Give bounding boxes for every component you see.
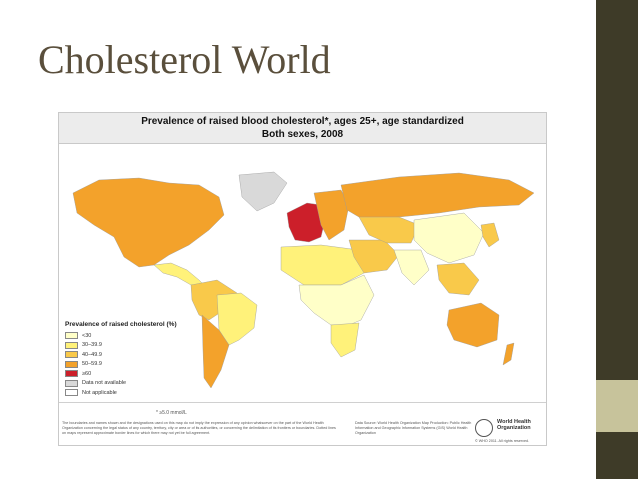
region-north-africa (280, 244, 365, 286)
legend-label: 50–59.9 (82, 361, 102, 368)
side-band-accent (596, 380, 638, 432)
legend-title: Prevalence of raised cholesterol (%) (65, 321, 177, 328)
region-subsaharan-africa (298, 274, 375, 326)
legend-item: ≥60 (65, 369, 225, 379)
legend-swatch (65, 389, 78, 397)
region-east-europe (313, 189, 350, 241)
copyright: © WHO 2011. All rights reserved. (475, 439, 530, 443)
data-source: Data Source: World Health Organization M… (355, 421, 472, 435)
legend-item: Data not available (65, 379, 225, 389)
region-argentina (201, 314, 230, 389)
region-southeast-asia (436, 262, 480, 296)
legend-swatch (65, 332, 78, 340)
figure-header: Prevalence of raised blood cholesterol*,… (59, 113, 546, 144)
map-figure: Prevalence of raised blood cholesterol*,… (58, 112, 547, 446)
legend-label: 30–39.9 (82, 342, 102, 349)
legend-swatch (65, 351, 78, 359)
map-disclaimer: The boundaries and names shown and the d… (62, 421, 336, 435)
region-china (413, 212, 485, 264)
figure-title: Prevalence of raised blood cholesterol*,… (141, 116, 464, 127)
world-map (59, 145, 546, 402)
figure-subtitle: Both sexes, 2008 (261, 129, 344, 140)
legend-item: 40–49.9 (65, 350, 225, 360)
legend-swatch (65, 341, 78, 349)
legend-item: 50–59.9 (65, 360, 225, 370)
legend-item: <30 (65, 331, 225, 341)
region-greenland (238, 171, 288, 212)
slide-title: Cholesterol World (38, 37, 331, 82)
legend-label: Data not available (82, 380, 127, 387)
legend-swatch (65, 379, 78, 387)
region-japan-korea (480, 222, 500, 248)
region-central-asia (358, 216, 420, 244)
org-name: World Health Organization (497, 419, 531, 431)
legend-label: <30 (82, 332, 92, 339)
region-north-america (72, 177, 225, 268)
legend-label: 40–49.9 (82, 351, 102, 358)
legend-label: Not applicable (82, 389, 117, 396)
legend-swatch (65, 370, 78, 378)
legend-item: Not applicable (65, 388, 225, 398)
region-new-zealand (502, 342, 515, 366)
region-south-asia (393, 249, 430, 286)
figure-footer: The boundaries and names shown and the d… (59, 402, 546, 446)
region-southern-africa (330, 322, 360, 358)
who-block: World Health Organization © WHO 2011. Al… (475, 415, 545, 445)
legend-swatch (65, 360, 78, 368)
legend-label: ≥60 (82, 370, 92, 377)
region-west-europe (286, 202, 326, 243)
map-legend: Prevalence of raised cholesterol (%) <30… (65, 321, 225, 398)
region-australia (446, 302, 500, 348)
legend-item: 30–39.9 (65, 341, 225, 351)
who-logo-icon (475, 419, 493, 437)
legend-footnote: * ≥5.0 mmol/L (156, 410, 187, 416)
